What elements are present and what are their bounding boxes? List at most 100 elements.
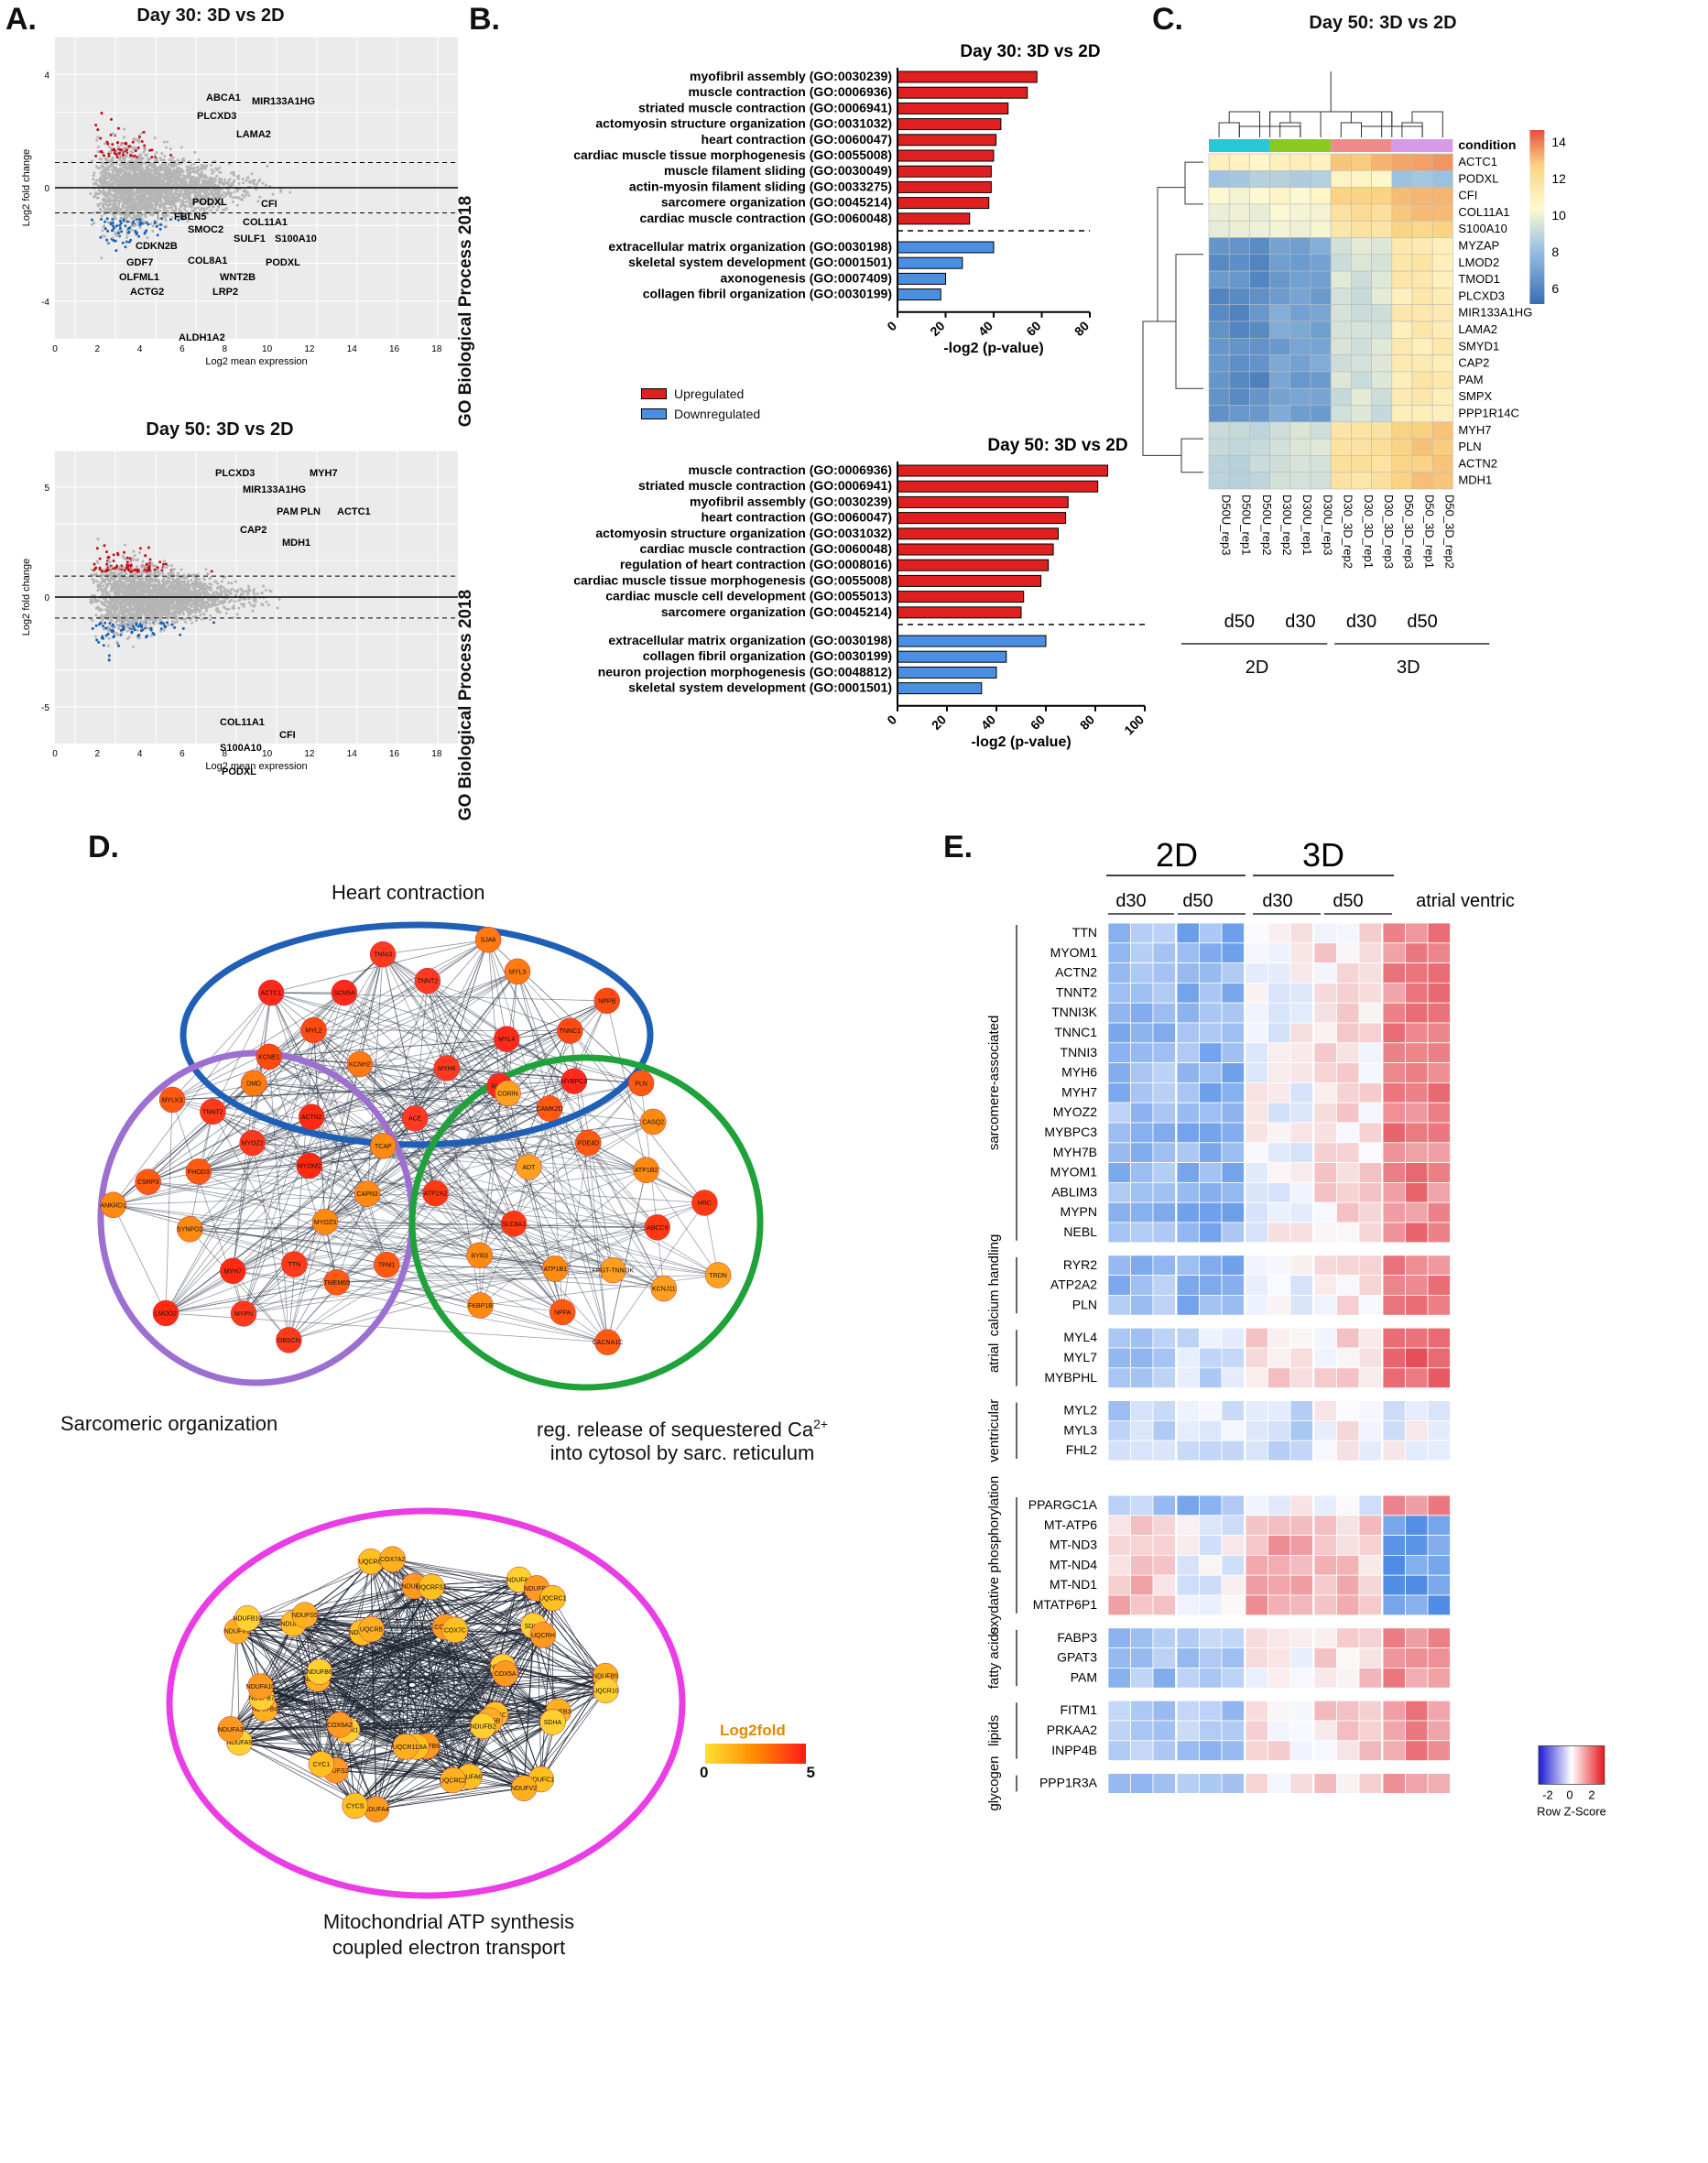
- ma-point: [136, 570, 140, 573]
- ma-point: [103, 183, 106, 187]
- ma-point: [122, 153, 125, 157]
- ma-point: [112, 614, 115, 618]
- ma-point: [150, 196, 153, 200]
- ma-point: [120, 230, 124, 234]
- ma-point: [111, 222, 114, 224]
- ma-point: [127, 145, 131, 148]
- ma-point: [137, 636, 141, 640]
- ma-point: [116, 232, 120, 235]
- ma-point: [127, 164, 131, 168]
- ma-point: [107, 165, 111, 168]
- ma-point: [96, 203, 100, 206]
- ma-point: [183, 197, 187, 201]
- ma-point: [103, 227, 107, 231]
- ma-point: [135, 565, 138, 569]
- ma-point: [156, 588, 159, 592]
- ma-point: [100, 214, 103, 218]
- ma-point: [219, 194, 223, 198]
- gene-label: PODXL: [266, 257, 300, 268]
- ma-point: [217, 188, 220, 190]
- ma-point: [113, 133, 116, 136]
- ma-point: [256, 200, 260, 203]
- ma-point: [164, 625, 168, 628]
- ma-point: [133, 554, 136, 558]
- ma-point: [114, 224, 118, 228]
- ma-point: [184, 620, 188, 624]
- ma-point: [135, 622, 138, 625]
- ma-point: [147, 164, 150, 168]
- ma-point: [140, 167, 144, 170]
- ma-point: [122, 148, 125, 152]
- ma-point: [217, 199, 221, 201]
- ma-point: [144, 168, 147, 172]
- ma-point: [138, 547, 142, 550]
- ma-point: [94, 124, 98, 127]
- ma-point: [125, 637, 129, 641]
- ma-point: [162, 203, 166, 207]
- ma-point: [196, 573, 200, 576]
- ma-point: [169, 147, 172, 151]
- ma-point: [232, 604, 235, 608]
- ma-point: [96, 150, 100, 154]
- ma-point: [255, 182, 258, 186]
- ma-point: [134, 171, 137, 175]
- ma-point: [103, 168, 107, 171]
- ma-point: [231, 196, 234, 200]
- ma-point: [96, 599, 99, 602]
- ma-point: [231, 606, 234, 610]
- ma-point: [113, 196, 116, 200]
- ma-point: [127, 628, 131, 632]
- ma-point: [215, 208, 219, 212]
- ma-point: [188, 180, 191, 184]
- ma-point: [203, 578, 206, 582]
- ma-point: [162, 560, 166, 563]
- ma-point: [150, 194, 154, 197]
- ma-point: [172, 168, 176, 172]
- ma-point: [126, 182, 130, 186]
- ma-point: [125, 235, 128, 239]
- ma-point: [209, 614, 212, 617]
- ma-point: [159, 622, 163, 625]
- ma-point: [133, 146, 136, 149]
- ma-point: [207, 192, 211, 196]
- ma-point: [140, 183, 144, 187]
- ma-point: [237, 182, 241, 186]
- ma-point: [103, 173, 105, 176]
- ma-point: [107, 602, 111, 605]
- ma-point: [172, 194, 176, 198]
- ma-point: [160, 175, 164, 179]
- ma-point: [232, 180, 235, 184]
- ma-point: [157, 178, 160, 181]
- ma-point: [110, 168, 114, 171]
- ma-point: [235, 203, 239, 207]
- ma-point: [146, 196, 149, 200]
- ma-point: [162, 140, 166, 144]
- ma-point: [261, 181, 265, 185]
- ma-point: [144, 210, 147, 213]
- ma-point: [220, 580, 223, 583]
- ma-point: [114, 632, 118, 636]
- ma-point: [166, 196, 169, 200]
- ma-point: [106, 644, 110, 647]
- ma-point: [204, 200, 208, 203]
- ma-point: [97, 640, 101, 644]
- ma-point: [125, 215, 129, 219]
- ma-point: [102, 165, 105, 168]
- ma-point: [112, 202, 115, 206]
- ma-point: [101, 592, 104, 595]
- ma-point: [104, 157, 107, 160]
- ma-point: [122, 555, 125, 559]
- ma-point: [165, 224, 169, 228]
- ma-point: [234, 580, 237, 583]
- ma-point: [159, 627, 163, 631]
- ma-point: [144, 231, 147, 234]
- ma-point: [162, 158, 166, 162]
- ma-point: [92, 174, 95, 178]
- ma-point: [120, 591, 124, 594]
- ma-point: [90, 602, 93, 604]
- ma-point: [106, 142, 110, 146]
- ma-point: [153, 154, 157, 157]
- ma-point: [97, 167, 101, 170]
- ma-point: [167, 584, 170, 588]
- ma-point: [144, 200, 147, 203]
